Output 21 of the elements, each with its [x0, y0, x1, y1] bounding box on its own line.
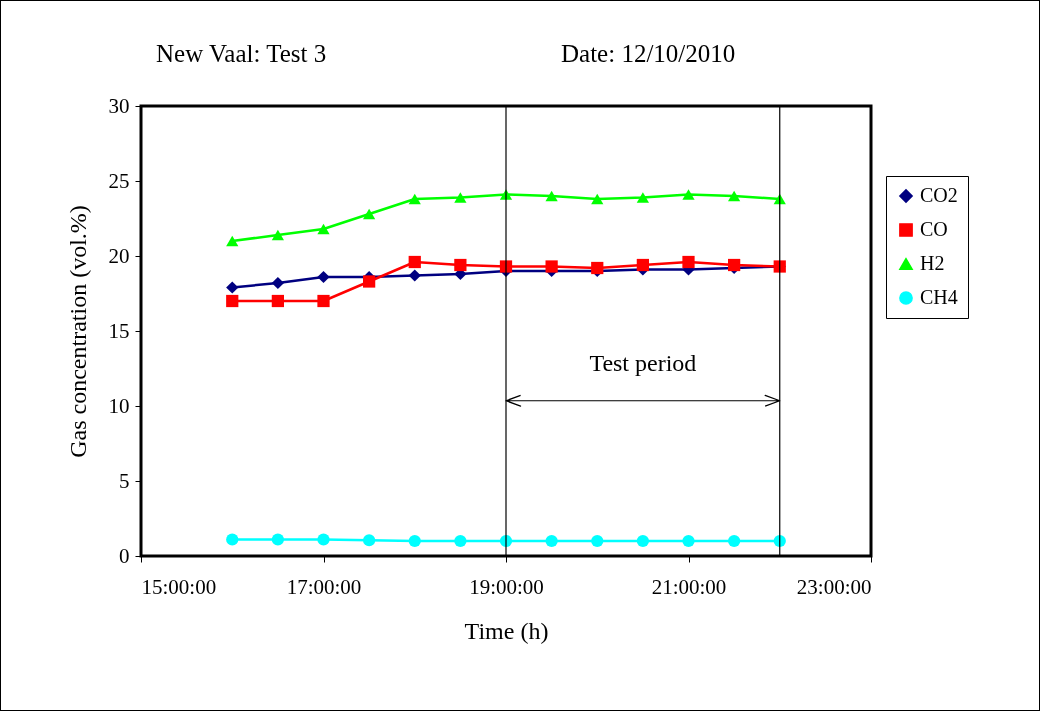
x-tick-label: 21:00:00 — [651, 574, 727, 599]
legend-label: H2 — [920, 252, 945, 274]
x-tick-label: 23:00:00 — [796, 574, 872, 599]
y-tick-label: 10 — [108, 393, 130, 418]
annotation: Test period — [589, 350, 697, 376]
y-tick-label: 25 — [108, 168, 130, 193]
chart-title: New Vaal: Test 3 — [156, 40, 327, 67]
legend-label: CH4 — [920, 286, 958, 308]
y-tick-label: 20 — [108, 243, 130, 268]
y-tick-label: 15 — [108, 318, 130, 343]
y-tick-label: 0 — [119, 543, 130, 568]
y-tick-label: 5 — [119, 468, 130, 493]
x-tick-label: 17:00:00 — [286, 574, 362, 599]
legend-label: CO2 — [920, 184, 958, 206]
x-tick-label: 15:00:00 — [141, 574, 217, 599]
x-axis-title: Time (h) — [464, 617, 549, 644]
legend-label: CO — [920, 218, 948, 240]
chart-subtitle: Date: 12/10/2010 — [561, 40, 736, 67]
y-axis-title: Gas concentration (vol.%) — [64, 205, 91, 458]
x-tick-label: 19:00:00 — [469, 574, 544, 599]
y-tick-label: 30 — [108, 93, 130, 118]
